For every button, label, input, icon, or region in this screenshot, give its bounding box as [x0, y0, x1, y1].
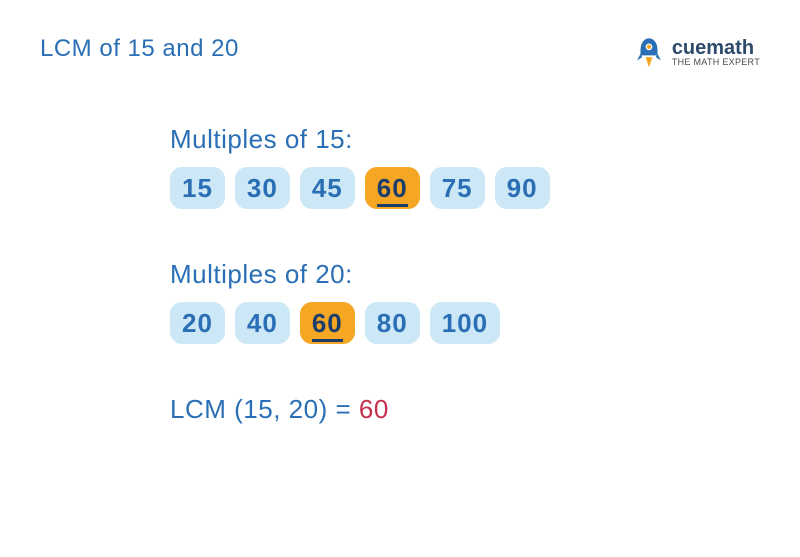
chips-row: 20406080100 — [170, 302, 760, 344]
logo-text: cuemath THE MATH EXPERT — [672, 38, 760, 67]
rocket-icon — [632, 35, 666, 69]
multiple-chip: 75 — [430, 167, 485, 209]
multiple-chip: 45 — [300, 167, 355, 209]
section-label: Multiples of 20: — [170, 259, 760, 290]
content: Multiples of 15: 153045607590 Multiples … — [170, 124, 760, 425]
multiple-chip: 80 — [365, 302, 420, 344]
multiple-chip: 60 — [365, 167, 420, 209]
page-title: LCM of 15 and 20 — [40, 35, 239, 63]
section-multiples-15: Multiples of 15: 153045607590 — [170, 124, 760, 209]
result: LCM (15, 20) = 60 — [170, 394, 760, 425]
header: LCM of 15 and 20 cuemath THE MATH EXPERT — [40, 35, 760, 69]
logo-tagline: THE MATH EXPERT — [672, 58, 760, 67]
chips-row: 153045607590 — [170, 167, 760, 209]
result-value: 60 — [359, 394, 389, 424]
result-label: LCM (15, 20) = — [170, 394, 359, 424]
logo: cuemath THE MATH EXPERT — [632, 35, 760, 69]
logo-brand: cuemath — [672, 38, 760, 58]
section-label: Multiples of 15: — [170, 124, 760, 155]
section-multiples-20: Multiples of 20: 20406080100 — [170, 259, 760, 344]
multiple-chip: 40 — [235, 302, 290, 344]
multiple-chip: 15 — [170, 167, 225, 209]
multiple-chip: 90 — [495, 167, 550, 209]
multiple-chip: 30 — [235, 167, 290, 209]
multiple-chip: 20 — [170, 302, 225, 344]
multiple-chip: 100 — [430, 302, 500, 344]
multiple-chip: 60 — [300, 302, 355, 344]
